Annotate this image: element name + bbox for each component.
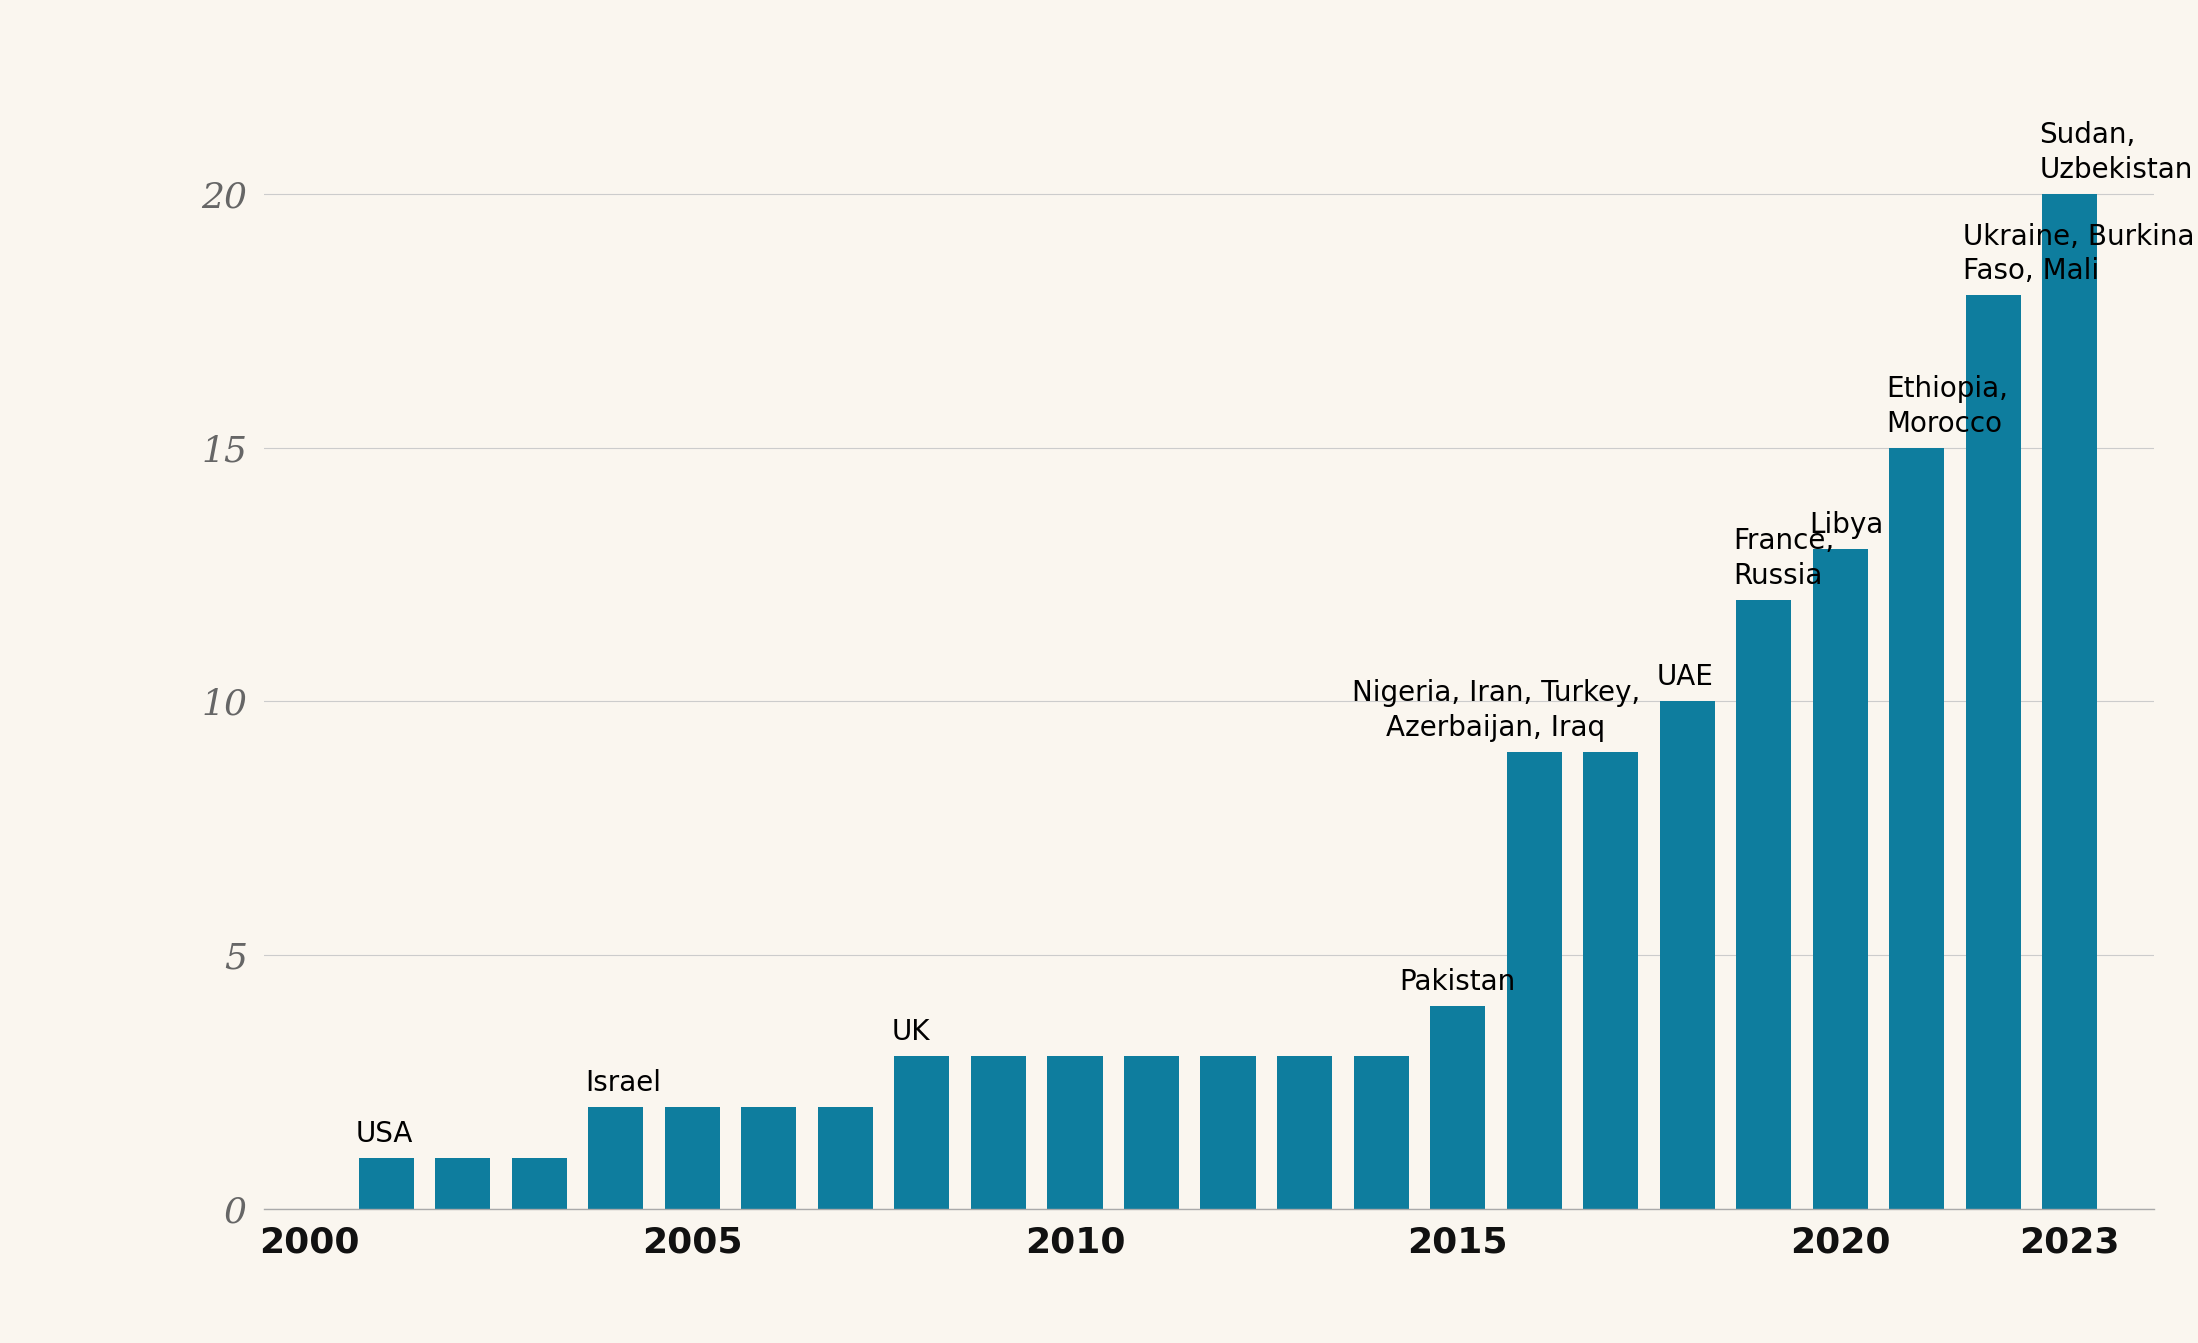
Text: France,
Russia: France, Russia (1734, 526, 1835, 590)
Bar (1583, 752, 1638, 1209)
Bar (358, 1158, 413, 1209)
Text: Nigeria, Iran, Turkey,
Azerbaijan, Iraq: Nigeria, Iran, Turkey, Azerbaijan, Iraq (1352, 680, 1640, 741)
Bar (589, 1107, 644, 1209)
Bar (664, 1107, 721, 1209)
Text: UK: UK (892, 1018, 930, 1046)
Text: Ukraine, Burkina
Faso, Mali: Ukraine, Burkina Faso, Mali (1963, 223, 2194, 285)
Bar (1354, 1057, 1409, 1209)
Text: Israel: Israel (585, 1069, 662, 1097)
Bar (1890, 447, 1945, 1209)
Text: USA: USA (356, 1120, 413, 1148)
Bar (1506, 752, 1563, 1209)
Text: Libya: Libya (1809, 510, 1884, 539)
Bar (895, 1057, 950, 1209)
Bar (818, 1107, 873, 1209)
Bar (741, 1107, 796, 1209)
Bar (435, 1158, 490, 1209)
Bar (1965, 295, 2020, 1209)
Bar (1431, 1006, 1486, 1209)
Bar (2042, 193, 2097, 1209)
Text: Sudan,
Uzbekistan: Sudan, Uzbekistan (2040, 121, 2194, 184)
Bar (1048, 1057, 1103, 1209)
Bar (1813, 549, 1868, 1209)
Bar (1200, 1057, 1255, 1209)
Bar (1736, 600, 1791, 1209)
Bar (972, 1057, 1026, 1209)
Text: Pakistan: Pakistan (1400, 967, 1517, 995)
Bar (1659, 701, 1714, 1209)
Text: UAE: UAE (1657, 663, 1714, 692)
Bar (1277, 1057, 1332, 1209)
Bar (1123, 1057, 1178, 1209)
Bar (512, 1158, 567, 1209)
Text: Ethiopia,
Morocco: Ethiopia, Morocco (1886, 375, 2009, 438)
